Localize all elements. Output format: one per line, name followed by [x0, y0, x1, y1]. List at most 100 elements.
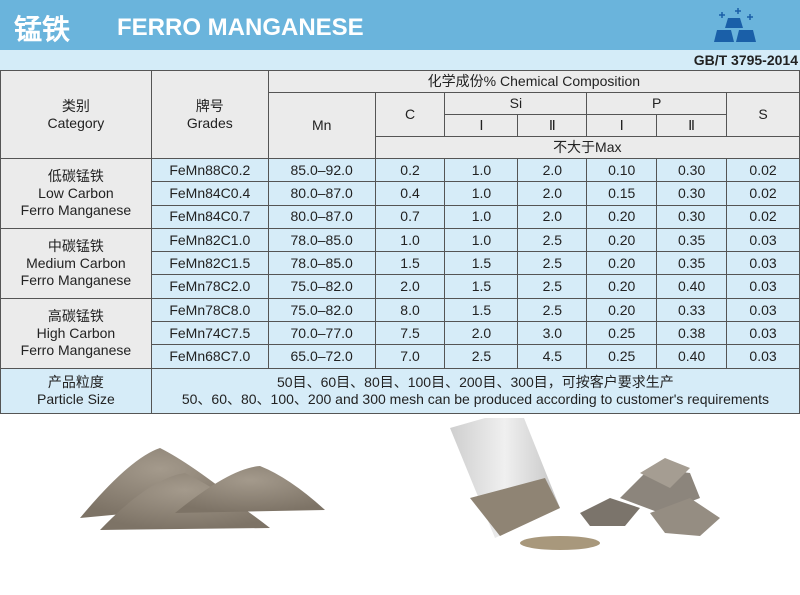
si-header: Si [444, 92, 588, 115]
value-cell: 1.5 [444, 251, 519, 276]
value-cell: 0.03 [726, 321, 800, 346]
value-cell: 75.0–82.0 [267, 274, 376, 299]
value-cell: 1.0 [444, 181, 519, 206]
value-cell: 75.0–82.0 [267, 297, 376, 323]
product-photos [80, 418, 720, 550]
grade-cell: FeMn82C1.5 [150, 251, 269, 276]
value-cell: 0.33 [656, 297, 728, 323]
table-row: FeMn84C0.4 80.0–87.0 0.4 1.0 2.0 0.15 0.30 0.02 [1, 181, 800, 206]
value-cell: 2.0 [517, 204, 588, 229]
value-cell: 0.03 [726, 297, 800, 323]
value-cell: 0.20 [586, 297, 658, 323]
si-i-header: Ⅰ [444, 114, 519, 137]
value-cell: 2.5 [517, 227, 588, 253]
value-cell: 0.20 [586, 274, 658, 299]
max-header: 不大于Max [374, 136, 800, 159]
category-cell: 中碳锰铁 Medium Carbon Ferro Manganese [0, 227, 152, 299]
category-cell: 低碳锰铁 Low Carbon Ferro Manganese [0, 158, 152, 229]
mn-header: Mn [267, 92, 376, 159]
chem-header: 化学成份% Chemical Composition [267, 70, 800, 93]
value-cell: 0.03 [726, 344, 800, 369]
table-row: FeMn78C2.0 75.0–82.0 2.0 1.5 2.5 0.20 0.40 0.03 [1, 274, 800, 299]
value-cell: 0.20 [586, 227, 658, 253]
value-cell: 78.0–85.0 [267, 251, 376, 276]
title-en: FERRO MANGANESE [117, 14, 364, 41]
value-cell: 2.5 [517, 297, 588, 323]
value-cell: 0.03 [726, 274, 800, 299]
standard-bar: GB/T 3795-2014 [0, 50, 800, 70]
grade-cell: FeMn74C7.5 [150, 321, 269, 346]
value-cell: 0.40 [656, 344, 728, 369]
value-cell: 2.5 [517, 274, 588, 299]
grade-cell: FeMn78C8.0 [150, 297, 269, 323]
value-cell: 1.5 [444, 297, 519, 323]
value-cell: 0.30 [656, 204, 728, 229]
table-row: FeMn84C0.7 80.0–87.0 0.7 1.0 2.0 0.20 0.30 0.02 [1, 204, 800, 229]
grade-cell: FeMn68C7.0 [150, 344, 269, 369]
p-i-header: Ⅰ [586, 114, 658, 137]
value-cell: 0.20 [586, 251, 658, 276]
value-cell: 1.5 [444, 274, 519, 299]
value-cell: 0.35 [656, 227, 728, 253]
particle-size-text: 50目、60目、80目、100目、200目、300目，可按客户要求生产 50、60… [150, 367, 800, 414]
value-cell: 0.7 [374, 204, 446, 229]
category-cell: 高碳锰铁 High Carbon Ferro Manganese [0, 297, 152, 369]
value-cell: 78.0–85.0 [267, 227, 376, 253]
table-row: 低碳锰铁 Low Carbon Ferro Manganese FeMn88C0.2 8… [0, 157, 800, 229]
value-cell: 80.0–87.0 [267, 181, 376, 206]
value-cell: 0.15 [586, 181, 658, 206]
value-cell: 0.25 [586, 321, 658, 346]
value-cell: 0.38 [656, 321, 728, 346]
value-cell: 0.30 [656, 157, 728, 183]
value-cell: 0.02 [726, 181, 800, 206]
value-cell: 0.40 [656, 274, 728, 299]
value-cell: 0.10 [586, 157, 658, 183]
value-cell: 85.0–92.0 [267, 157, 376, 183]
value-cell: 0.02 [726, 204, 800, 229]
si-ii-header: Ⅱ [517, 114, 588, 137]
metal-ingots-icon [714, 8, 756, 42]
value-cell: 1.0 [444, 227, 519, 253]
p-ii-header: Ⅱ [656, 114, 728, 137]
c-header: C [374, 92, 446, 137]
grade-cell: FeMn84C0.7 [150, 204, 269, 229]
title-cn: 锰铁 [14, 14, 71, 45]
value-cell: 3.0 [517, 321, 588, 346]
value-cell: 0.02 [726, 157, 800, 183]
value-cell: 0.03 [726, 251, 800, 276]
value-cell: 2.5 [517, 251, 588, 276]
value-cell: 0.20 [586, 204, 658, 229]
value-cell: 2.5 [444, 344, 519, 369]
value-cell: 65.0–72.0 [267, 344, 376, 369]
value-cell: 2.0 [374, 274, 446, 299]
value-cell: 0.4 [374, 181, 446, 206]
value-cell: 1.0 [444, 157, 519, 183]
table-row: 中碳锰铁 Medium Carbon Ferro Manganese FeMn82C1… [0, 227, 800, 299]
value-cell: 0.35 [656, 251, 728, 276]
jar-and-lumps-image [450, 418, 720, 550]
table-row: FeMn82C1.5 78.0–85.0 1.5 1.5 2.5 0.20 0.35 0.03 [1, 251, 800, 276]
value-cell: 7.0 [374, 344, 446, 369]
table-row: 高碳锰铁 High Carbon Ferro Manganese FeMn78C8.0… [0, 297, 800, 369]
value-cell: 2.0 [444, 321, 519, 346]
value-cell: 1.0 [374, 227, 446, 253]
value-cell: 80.0–87.0 [267, 204, 376, 229]
title-banner: 锰铁 FERRO MANGANESE [0, 0, 800, 50]
category-header: 类别 Category [0, 70, 152, 159]
powder-piles-image [80, 448, 325, 530]
value-cell: 0.25 [586, 344, 658, 369]
value-cell: 2.0 [517, 181, 588, 206]
value-cell: 4.5 [517, 344, 588, 369]
value-cell: 0.2 [374, 157, 446, 183]
value-cell: 1.5 [374, 251, 446, 276]
table-row: FeMn68C7.0 65.0–72.0 7.0 2.5 4.5 0.25 0.40 0.03 [1, 344, 800, 369]
grade-cell: FeMn82C1.0 [150, 227, 269, 253]
s-header: S [726, 92, 800, 137]
value-cell: 70.0–77.0 [267, 321, 376, 346]
value-cell: 2.0 [517, 157, 588, 183]
p-header: P [586, 92, 728, 115]
value-cell: 0.03 [726, 227, 800, 253]
grade-cell: FeMn78C2.0 [150, 274, 269, 299]
standard-code: GB/T 3795-2014 [693, 52, 798, 68]
grade-cell: FeMn84C0.4 [150, 181, 269, 206]
